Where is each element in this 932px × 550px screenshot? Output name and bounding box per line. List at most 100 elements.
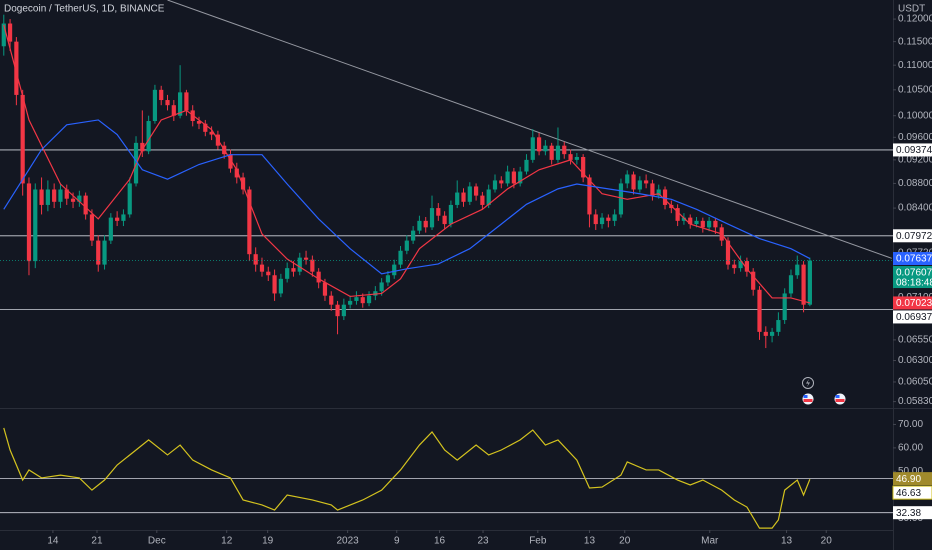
candle-body (732, 264, 737, 269)
candle-body (473, 186, 479, 196)
candle-body (530, 137, 535, 160)
candle-body (499, 180, 504, 184)
candle-body (234, 168, 239, 178)
rsi-line (3, 427, 811, 529)
candle-body (360, 297, 365, 304)
candle-body (184, 92, 189, 111)
candle-body (429, 208, 435, 228)
candle-body (159, 89, 164, 101)
candle-body (45, 189, 50, 205)
moving-average (3, 24, 811, 304)
candle-body (266, 271, 271, 276)
ma-label-box (893, 252, 932, 266)
candle-body (713, 220, 718, 228)
level-label: 0.09374 (896, 145, 932, 156)
x-tick-label: 14 (47, 536, 59, 547)
candle-body (492, 180, 498, 190)
candle-body (20, 94, 25, 184)
candle-body (417, 220, 422, 231)
rsi-tick-label: 60.00 (898, 443, 923, 454)
candle-body (442, 215, 447, 225)
candle-body (763, 331, 768, 336)
candle-body (96, 240, 101, 265)
candle-body (581, 157, 586, 178)
candle-body (240, 177, 246, 190)
chart-title: Dogecoin / TetherUS, 1D, BINANCE (4, 4, 165, 15)
candle-body (171, 105, 176, 116)
candle-body (366, 295, 372, 304)
x-tick-label: 21 (91, 536, 103, 547)
ma-label: 0.07637 (896, 254, 932, 265)
event-icon-glyph (806, 379, 810, 387)
candle-body (782, 293, 787, 321)
candle-body (631, 174, 636, 190)
candle-body (637, 180, 642, 190)
candle-body (310, 259, 315, 272)
event-icon[interactable] (802, 377, 814, 389)
candle-body (404, 240, 409, 251)
candle-body (121, 214, 126, 221)
candle-body (52, 189, 57, 202)
candle-body (568, 154, 573, 160)
y-tick-label: 0.08400 (898, 203, 932, 214)
candle-body (461, 192, 466, 202)
candle-body (681, 217, 687, 221)
candle-body (524, 159, 529, 172)
candle-body (518, 171, 523, 184)
y-tick-label: 0.08800 (898, 178, 932, 189)
y-tick-label: 0.06050 (898, 377, 932, 388)
x-tick-label: Dec (148, 536, 166, 547)
candle-body (140, 142, 145, 152)
x-tick-label: 13 (781, 536, 793, 547)
candle-body (348, 300, 353, 305)
candle-body (196, 121, 202, 124)
x-tick-label: 23 (477, 536, 489, 547)
y-tick-label: 0.12000 (898, 14, 932, 25)
candle-body (379, 282, 384, 292)
candle-body (795, 264, 800, 276)
candle-body (165, 100, 170, 106)
candle-body (203, 123, 208, 132)
last-price-label: 0.07607 (896, 268, 932, 279)
price-pane (0, 0, 893, 349)
x-tick-label: 20 (821, 536, 833, 547)
rsi-level-label: 46.90 (896, 474, 921, 485)
rsi-tick-label: 70.00 (898, 419, 923, 430)
x-tick-label: 19 (262, 536, 274, 547)
candle-body (751, 271, 756, 290)
rsi-level-label-box (893, 506, 932, 520)
candle-body (807, 260, 812, 305)
candle-body (303, 257, 309, 260)
ma-label: 0.07023 (896, 298, 932, 309)
x-tick-label: 13 (584, 536, 596, 547)
candle-body (247, 189, 252, 255)
level-label-box (893, 229, 932, 243)
candle-body (593, 214, 598, 225)
candle-body (448, 204, 454, 225)
candle-body (335, 304, 340, 317)
candle-body (543, 145, 548, 152)
candle-body (127, 183, 132, 215)
candle-body (322, 282, 328, 296)
rsi-last-label: 46.63 (896, 488, 921, 499)
candle-body (738, 261, 743, 269)
candle-body (587, 177, 592, 215)
candle-body (769, 331, 775, 336)
candle-body (146, 121, 151, 152)
candle-body (392, 264, 397, 276)
candle-body (70, 198, 76, 202)
y-tick-label: 0.09200 (898, 155, 932, 166)
candle-body (574, 157, 579, 160)
candle-body (316, 271, 321, 283)
candle-body (536, 137, 542, 152)
candle-body (152, 89, 158, 122)
rsi-level-label: 32.38 (896, 508, 921, 519)
x-tick-label: 12 (221, 536, 233, 547)
candle-body (272, 275, 277, 294)
candle-body (801, 264, 806, 305)
candle-body (14, 41, 19, 95)
candle-body (707, 220, 712, 228)
moving-average (3, 119, 811, 275)
y-tick-label: 0.11000 (898, 60, 932, 71)
